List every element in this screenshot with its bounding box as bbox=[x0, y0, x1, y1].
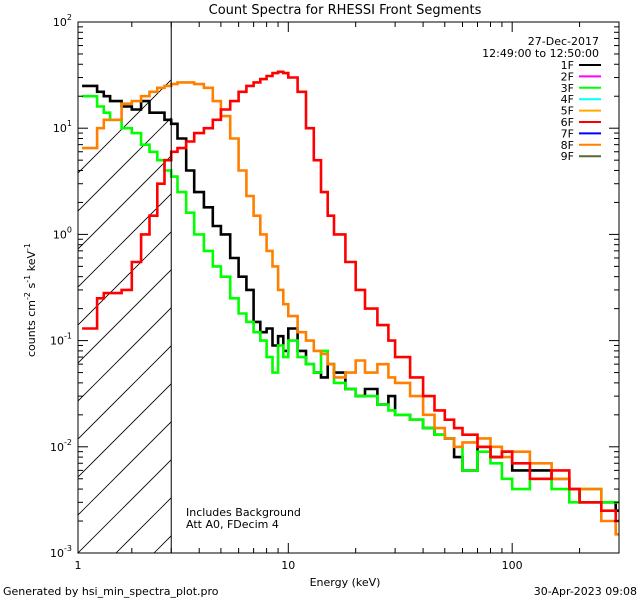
x-tick-label: 10 bbox=[281, 559, 295, 572]
y-tick-label: 10-1 bbox=[50, 332, 72, 348]
legend-label-1f: 1F bbox=[561, 59, 574, 72]
y-tick-label: 100 bbox=[53, 225, 72, 241]
hatch-line bbox=[78, 155, 172, 250]
legend-label-8f: 8F bbox=[561, 139, 574, 152]
annotation-attenuator: Att A0, FDecim 4 bbox=[186, 518, 279, 531]
chart-title: Count Spectra for RHESSI Front Segments bbox=[209, 3, 482, 18]
series-1f bbox=[82, 84, 619, 512]
hatch-line bbox=[78, 307, 172, 402]
hatch-line bbox=[78, 383, 172, 478]
hatch-line bbox=[230, 22, 640, 553]
hatch-line bbox=[78, 421, 172, 516]
series-3f bbox=[82, 94, 619, 504]
annotation-background: Includes Background bbox=[186, 506, 301, 519]
legend-label-9f: 9F bbox=[561, 150, 574, 163]
legend-label-4f: 4F bbox=[561, 93, 574, 106]
y-axis-label: counts cm-2 s-1 keV-1 bbox=[23, 243, 38, 357]
legend-date: 27-Dec-2017 bbox=[528, 35, 599, 48]
legend-label-5f: 5F bbox=[561, 105, 574, 118]
footer-generated-by: Generated by hsi_min_spectra_plot.pro bbox=[3, 585, 219, 598]
hatch-line bbox=[610, 22, 640, 553]
series-6f bbox=[82, 70, 619, 523]
y-tick-label: 101 bbox=[53, 119, 72, 135]
y-tick-label: 10-2 bbox=[50, 438, 72, 454]
series-layer bbox=[82, 70, 619, 536]
legend-label-2f: 2F bbox=[561, 70, 574, 83]
hatch-line bbox=[268, 22, 640, 553]
hatch-line bbox=[78, 269, 172, 364]
legend-label-3f: 3F bbox=[561, 82, 574, 95]
x-axis-label: Energy (keV) bbox=[310, 576, 381, 589]
hatch-line bbox=[534, 22, 640, 553]
y-tick-label: 10-3 bbox=[50, 544, 72, 560]
axes: 1 10 100 10-3 10-2 10-1 100 101 102 bbox=[50, 13, 620, 572]
hatch-line bbox=[78, 459, 172, 553]
hatch-line bbox=[572, 22, 640, 553]
hatch-line bbox=[382, 22, 640, 553]
footer-timestamp: 30-Apr-2023 09:08 bbox=[534, 585, 637, 598]
x-tick-label: 100 bbox=[502, 559, 523, 572]
legend-label-7f: 7F bbox=[561, 127, 574, 140]
legend-time-range: 12:49:00 to 12:50:00 bbox=[482, 47, 599, 60]
x-tick-label: 1 bbox=[75, 559, 82, 572]
plot-frame bbox=[77, 21, 620, 554]
hatch-line bbox=[344, 22, 640, 553]
hatch-line bbox=[458, 22, 640, 553]
legend-label-6f: 6F bbox=[561, 116, 574, 129]
series-8f bbox=[82, 81, 619, 536]
y-tick-label: 102 bbox=[53, 13, 72, 29]
hatch-line bbox=[78, 231, 172, 326]
